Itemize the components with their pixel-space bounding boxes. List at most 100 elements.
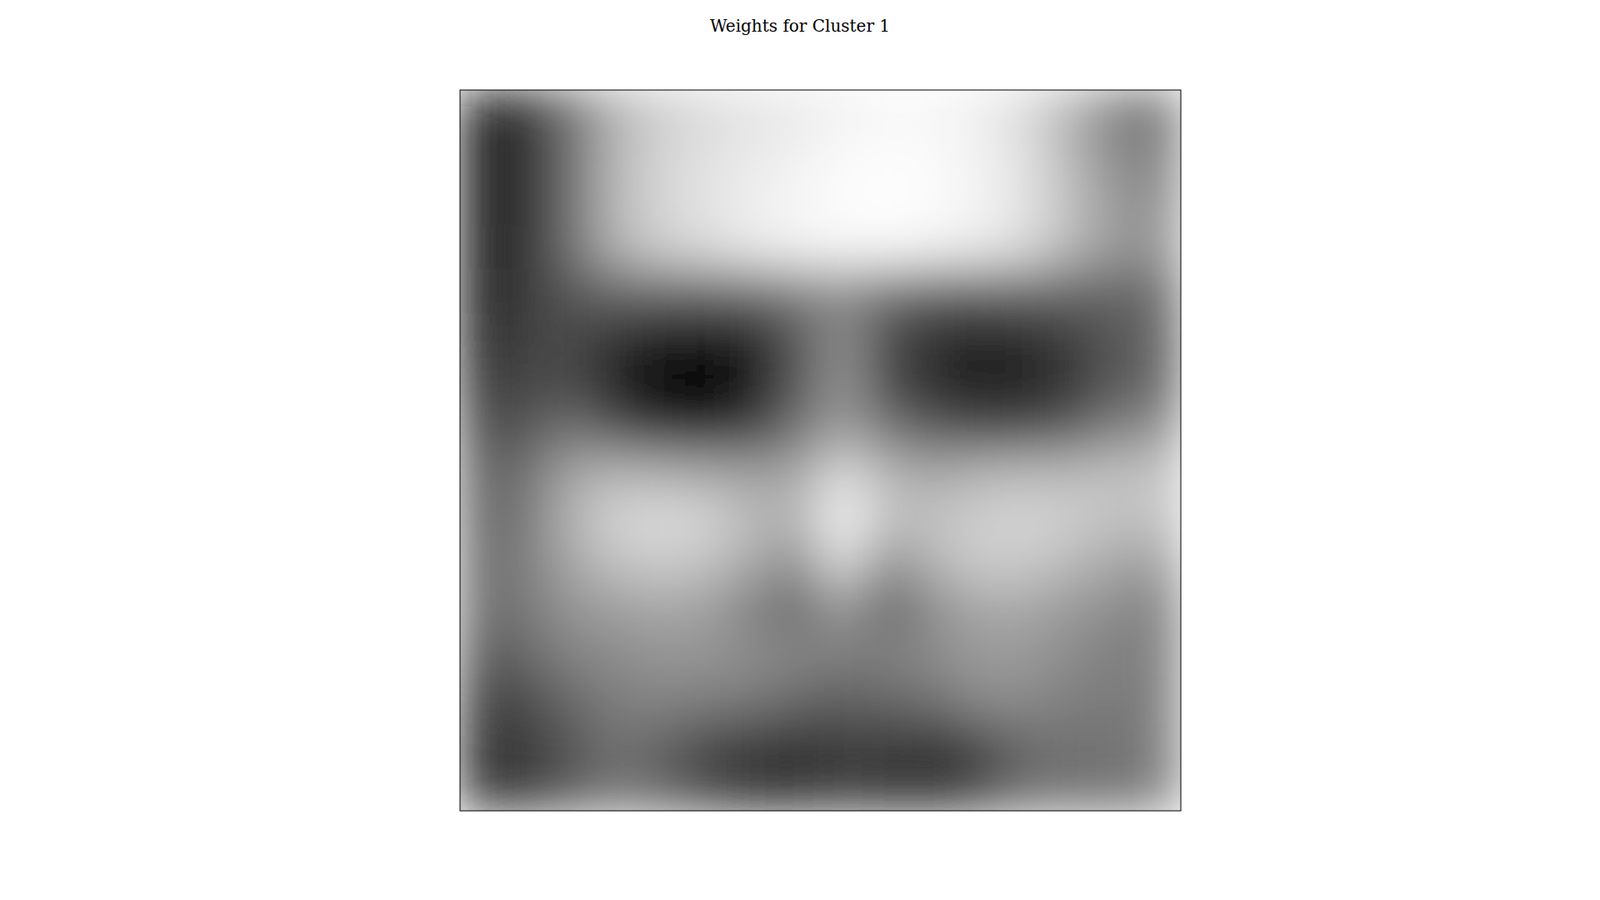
cell [820, 495, 867, 542]
cell [955, 675, 1002, 722]
cell [460, 270, 506, 316]
cell [460, 405, 506, 451]
cell [505, 90, 551, 136]
cell [730, 585, 776, 632]
plot-frame [460, 90, 1181, 811]
cell [820, 135, 867, 181]
cell [955, 180, 1002, 226]
cell [685, 90, 731, 136]
cell [460, 135, 506, 181]
cell [595, 135, 641, 181]
cell [1000, 405, 1047, 451]
cell [505, 225, 551, 271]
cell [685, 675, 731, 722]
cell [505, 180, 551, 226]
cell [1000, 675, 1047, 722]
cell [910, 360, 957, 406]
cell [865, 585, 912, 632]
cell [685, 135, 731, 181]
cell [1000, 630, 1047, 677]
cell [685, 765, 731, 811]
cell [1000, 540, 1047, 587]
cell [1090, 540, 1137, 587]
cell [550, 540, 596, 587]
cell [505, 450, 551, 497]
cell [775, 450, 821, 497]
cell [1090, 720, 1137, 767]
cell [640, 135, 686, 181]
cell [550, 180, 596, 226]
cell [775, 270, 821, 316]
cell [910, 270, 957, 316]
cell [910, 225, 957, 271]
title: Weights for Cluster 1 [710, 15, 890, 36]
cell [550, 675, 596, 722]
cell [910, 765, 957, 811]
cell [1090, 585, 1137, 632]
cell [1045, 495, 1092, 542]
cell [505, 540, 551, 587]
cell [730, 225, 776, 271]
cell [505, 405, 551, 451]
cell [640, 360, 686, 406]
cell [1045, 315, 1092, 361]
cell [910, 135, 957, 181]
cell [550, 270, 596, 316]
cell [1090, 225, 1137, 271]
cell [910, 495, 957, 542]
cell [865, 225, 912, 271]
cell [640, 225, 686, 271]
cell [775, 405, 821, 451]
cell [820, 720, 867, 767]
cell [1045, 540, 1092, 587]
cell [730, 180, 776, 226]
cell [640, 675, 686, 722]
cell [730, 630, 776, 677]
cell [1045, 450, 1092, 497]
cell [550, 720, 596, 767]
cells [460, 90, 1181, 811]
cell [550, 225, 596, 271]
cell [730, 90, 776, 136]
cell [1045, 630, 1092, 677]
cell [595, 270, 641, 316]
cell [730, 360, 776, 406]
cell [730, 450, 776, 497]
cell [595, 360, 641, 406]
cell [1045, 720, 1092, 767]
cell [1045, 675, 1092, 722]
cell [1135, 135, 1181, 181]
cell [550, 90, 596, 136]
cell [595, 405, 641, 451]
cell [595, 675, 641, 722]
cell [910, 675, 957, 722]
cell [505, 360, 551, 406]
cell [460, 225, 506, 271]
cell [865, 630, 912, 677]
cell [685, 585, 731, 632]
cell [1090, 90, 1137, 136]
cell [550, 450, 596, 497]
cell [775, 765, 821, 811]
cell [1090, 450, 1137, 497]
cell [955, 540, 1002, 587]
cell [595, 765, 641, 811]
cell [955, 360, 1002, 406]
cell [1000, 135, 1047, 181]
cell [460, 675, 506, 722]
cell [1000, 450, 1047, 497]
cell [910, 540, 957, 587]
cell [1135, 720, 1181, 767]
cell [1090, 630, 1137, 677]
cell [1000, 720, 1047, 767]
cell [910, 315, 957, 361]
cell [775, 675, 821, 722]
cell [460, 630, 506, 677]
cell [640, 270, 686, 316]
cell [730, 405, 776, 451]
cell [955, 315, 1002, 361]
cell [1135, 270, 1181, 316]
cell [1135, 540, 1181, 587]
cell [1090, 270, 1137, 316]
cell [865, 495, 912, 542]
